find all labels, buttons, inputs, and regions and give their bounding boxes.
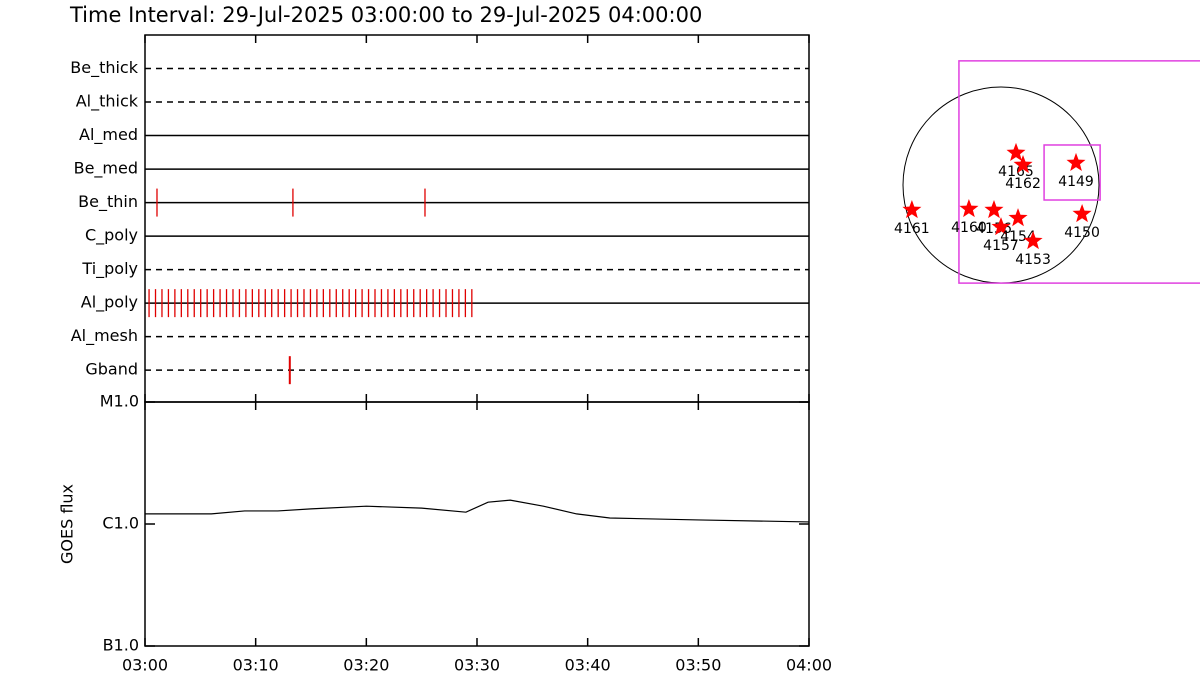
fov-box — [958, 60, 1200, 284]
region-label: 4162 — [1005, 176, 1041, 192]
region-star — [1006, 142, 1026, 161]
region-star — [1008, 208, 1028, 227]
chart-title: Time Interval: 29-Jul-2025 03:00:00 to 2… — [69, 3, 702, 27]
region-label: 4153 — [1015, 252, 1051, 268]
region-label: 4157 — [983, 238, 1019, 254]
region-star — [902, 200, 922, 219]
filter-label: Al_thick — [76, 92, 139, 112]
region-label: 4160 — [951, 220, 987, 236]
region-star — [1023, 231, 1043, 250]
y-tick-label: C1.0 — [102, 514, 139, 533]
filter-label: Be_thin — [78, 192, 138, 212]
region-label: 4149 — [1058, 174, 1094, 190]
filter-label: Ti_poly — [81, 259, 138, 279]
x-tick-label: 03:40 — [565, 656, 611, 675]
region-star — [1013, 155, 1033, 174]
region-label: 4150 — [1064, 225, 1100, 241]
goes-frame — [144, 401, 810, 647]
goes-line — [145, 499, 810, 523]
filter-label: Gband — [85, 360, 138, 379]
x-tick-label: 03:50 — [675, 656, 721, 675]
filter-label: C_poly — [85, 226, 138, 246]
x-tick-label: 03:10 — [233, 656, 279, 675]
y-tick-label: M1.0 — [100, 392, 139, 411]
filter-label: Be_med — [74, 159, 138, 179]
filter-label: Al_med — [79, 125, 138, 145]
x-tick-label: 03:30 — [454, 656, 500, 675]
x-tick-label: 03:20 — [343, 656, 389, 675]
region-star — [1066, 152, 1086, 171]
region-star — [1072, 204, 1092, 223]
x-tick-label: 04:00 — [786, 656, 832, 675]
filter-label: Al_mesh — [71, 326, 138, 346]
region-star — [991, 217, 1011, 236]
x-tick-label: 03:00 — [122, 656, 168, 675]
y-axis-label: GOES flux — [58, 484, 77, 564]
fov-box — [1043, 144, 1101, 201]
region-label: 4154 — [1000, 229, 1036, 245]
region-label: 4161 — [894, 221, 930, 237]
y-tick-label: B1.0 — [103, 636, 139, 655]
filter-label: Al_poly — [81, 293, 138, 313]
region-star — [984, 200, 1004, 219]
region-star — [959, 199, 979, 218]
filter-label: Be_thick — [70, 58, 138, 78]
timeline-frame — [144, 34, 810, 403]
